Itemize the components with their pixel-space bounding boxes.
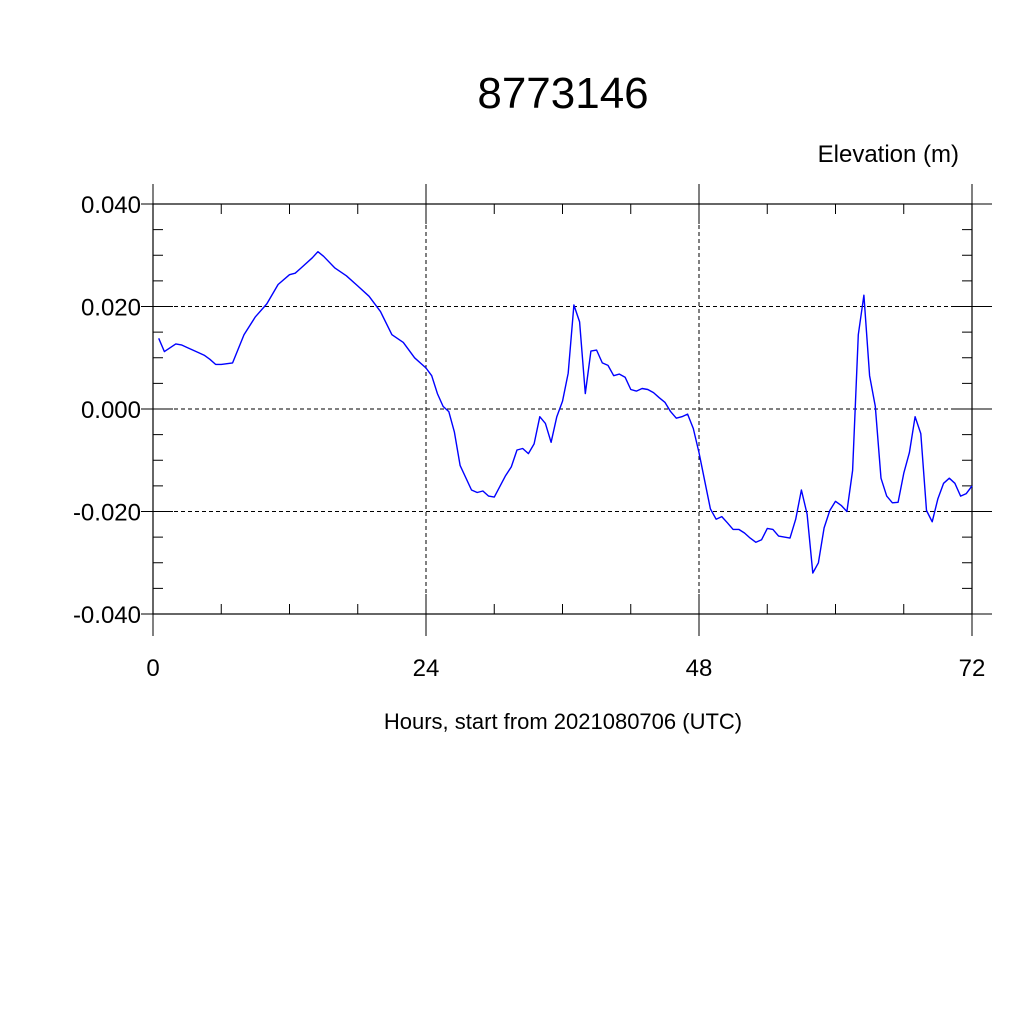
y-tick-label: -0.040 [73, 602, 141, 629]
x-tick-label: 24 [413, 655, 440, 682]
series-group [158, 250, 973, 574]
y-axis-label: Elevation (m) [818, 141, 959, 168]
grid-lines [153, 203, 972, 615]
y-tick-label: 0.020 [81, 295, 141, 322]
y-tick-label: 0.040 [81, 192, 141, 219]
axis-ticks [141, 184, 992, 636]
series-line [158, 250, 973, 574]
plot-frame [152, 203, 973, 615]
x-tick-label: 48 [686, 655, 713, 682]
y-tick-label: -0.020 [73, 500, 141, 527]
x-axis-label: Hours, start from 2021080706 (UTC) [384, 709, 742, 734]
chart-title: 8773146 [477, 69, 648, 118]
x-tick-label: 0 [146, 655, 159, 682]
y-tick-label: 0.000 [81, 397, 141, 424]
x-tick-label: 72 [959, 655, 986, 682]
